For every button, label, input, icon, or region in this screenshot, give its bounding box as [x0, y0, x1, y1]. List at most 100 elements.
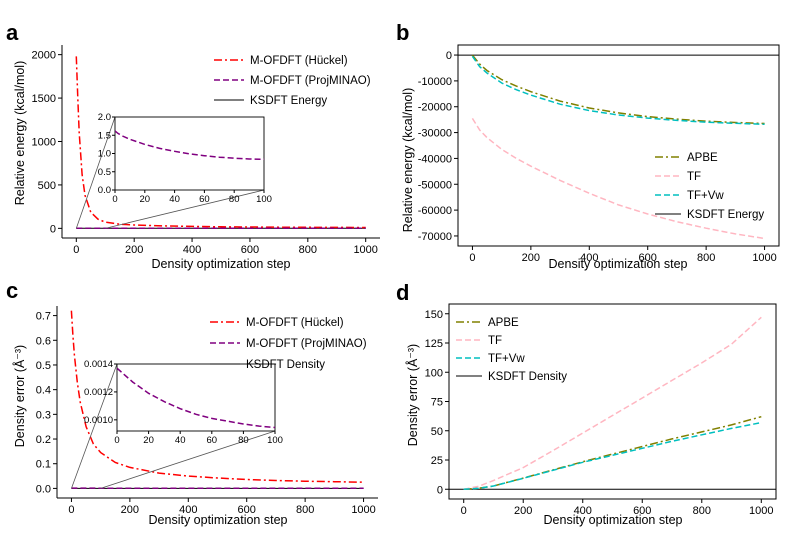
panel-a-inset-xtick-label: 40 [169, 194, 180, 205]
panel-a-xtick-label: 0 [73, 244, 79, 256]
panel-a-legend: M-OFDFT (Hückel) M-OFDFT (ProjMINAO) KSDFT… [214, 55, 371, 107]
panel-c-inset-xtick-label: 20 [143, 435, 154, 446]
panel-c-inset-xtick-label: 100 [267, 435, 283, 446]
panel-a-legend-label: KSDFT Energy [250, 95, 327, 107]
panel-c-inset-ytick-label: 0.0010 [84, 415, 113, 426]
panel-c-zoom-connector [100, 430, 276, 489]
panel-c-inset-series-m-ofdft-projminao- [117, 367, 275, 429]
panel-c-legend-label: M-OFDFT (Hückel) [246, 317, 344, 329]
panel-a-zoom-connector [105, 189, 265, 229]
panel-d-series-tf [463, 316, 762, 491]
panel-b-ytick-label: -20000 [418, 102, 452, 114]
panel-b-series-tf-vw [471, 55, 765, 126]
panel-b-xtick-label: 0 [469, 252, 475, 264]
panel-b-ylabel: Relative energy (kcal/mol) [401, 88, 415, 233]
panel-c-ytick-label: 0.1 [36, 459, 51, 471]
panel-d-xtick-label: 800 [693, 505, 711, 517]
panel-d-ytick-label: 75 [431, 397, 443, 409]
panel-b-legend-label: APBE [687, 152, 718, 164]
panel-a-legend-label: M-OFDFT (Hückel) [250, 55, 348, 67]
panel-b-legend-label: TF [687, 171, 701, 183]
panel-letter-c: c [6, 278, 18, 303]
panel-b-xtick-label: 200 [522, 252, 540, 264]
panel-c-legend-label: M-OFDFT (ProjMINAO) [246, 338, 367, 350]
panel-d-ytick-label: 125 [425, 338, 443, 350]
panel-c-inset-ytick-label: 0.0014 [84, 359, 113, 370]
panel-c-legend: M-OFDFT (Hückel) M-OFDFT (ProjMINAO) KSDFT… [210, 317, 367, 371]
panel-a-inset-ytick-label: 1.0 [98, 149, 111, 160]
panel-b-ytick-label: -10000 [418, 76, 452, 88]
panel-b: 0 200 400 600 800 1000 0 -10000 -20000 -30000 -400… [418, 44, 780, 264]
panel-b-ytick-label: -30000 [418, 128, 452, 140]
panel-a-ytick-label: 2000 [32, 50, 56, 62]
panel-b-legend: APBE TF TF+Vw KSDFT Energy [655, 152, 764, 221]
panel-b-xtick-label: 800 [697, 252, 715, 264]
panel-a-xtick-label: 800 [299, 244, 317, 256]
panel-c-inset-frame [116, 363, 276, 432]
panel-c-xtick-label: 600 [238, 504, 256, 516]
panel-a-inset-ytick-label: 0.0 [98, 185, 111, 196]
panel-a-series-m-ofdft-h-ckel- [75, 56, 366, 229]
panel-a-inset-ytick-label: 0.5 [98, 167, 111, 178]
panel-d-legend-label: TF [488, 335, 502, 347]
panel-d-ytick-label: 25 [431, 455, 443, 467]
panel-a-ytick-label: 0 [50, 223, 56, 235]
panel-d-xtick-label: 1000 [749, 505, 773, 517]
panel-c-legend-label: KSDFT Density [246, 359, 325, 371]
panel-b-ytick-label: 0 [446, 50, 452, 62]
panel-d-ytick-label: 0 [437, 484, 443, 496]
panel-a-ytick-label: 1000 [32, 137, 56, 149]
panel-d-xtick-label: 400 [574, 505, 592, 517]
panel-b-ytick-label: -60000 [418, 205, 452, 217]
panel-b-frame [457, 44, 780, 247]
panel-c-ytick-label: 0.3 [36, 409, 51, 421]
panel-a-xtick-label: 1000 [353, 244, 377, 256]
panel-d-ytick-label: 100 [425, 367, 443, 379]
panel-letter-d: d [396, 280, 409, 305]
panel-c-xtick-label: 0 [68, 504, 74, 516]
panel-a-xtick-label: 400 [183, 244, 201, 256]
panel-a-inset-xtick-label: 60 [199, 194, 210, 205]
panel-c-series-m-ofdft-h-ckel- [70, 310, 364, 483]
panel-a-inset-ytick-label: 1.5 [98, 130, 111, 141]
panel-d-plot-area [449, 316, 776, 491]
panel-letter-b: b [396, 20, 409, 45]
panel-a-inset-xtick-label: 80 [229, 194, 240, 205]
panel-a-ylabel: Relative energy (kcal/mol) [13, 61, 27, 206]
panel-b-xtick-label: 1000 [752, 252, 776, 264]
panel-d-frame [448, 303, 777, 500]
panel-c: 0 200 400 600 800 10000.00.10.20.30.40.50.60.… [36, 306, 378, 516]
panel-c-inset-xtick-label: 40 [175, 435, 186, 446]
panel-d-ytick-label: 50 [431, 426, 443, 438]
panel-c-inset: 0 20 40 60 80 100 0.0010 0.0012 0.0014 [84, 359, 283, 446]
panel-a-inset-frame [114, 116, 265, 191]
panel-a-inset: 0 20 40 60 80 100 0.0 0.5 1.0 1.5 2.0 [98, 112, 272, 205]
panel-d-xlabel: Density optimization step [544, 513, 683, 527]
panel-d-xtick-label: 200 [514, 505, 532, 517]
panel-b-ytick-label: -50000 [418, 179, 452, 191]
panel-a-xtick-label: 200 [125, 244, 143, 256]
panel-b-xtick-label: 400 [580, 252, 598, 264]
panel-d-series-apbe [463, 415, 762, 491]
panel-b-legend-label: TF+Vw [687, 190, 724, 202]
panel-a-inset-xtick-label: 20 [140, 194, 151, 205]
panel-c-ytick-label: 0.0 [36, 483, 51, 495]
panel-c-xtick-label: 200 [121, 504, 139, 516]
panel-d-xtick-label: 0 [461, 505, 467, 517]
panel-a-ytick-label: 500 [38, 180, 56, 192]
panel-b-ytick-label: -70000 [418, 231, 452, 243]
panel-a: 0 200 400 600 800 1000 0 500 1000 1500 2000 0 20 40 60… [32, 45, 380, 256]
panel-d-ytick-label: 150 [425, 309, 443, 321]
panel-b-xlabel: Density optimization step [549, 257, 688, 271]
panel-d-legend-label: KSDFT Density [488, 371, 567, 383]
panel-c-ytick-label: 0.7 [36, 311, 51, 323]
panel-a-ytick-label: 1500 [32, 93, 56, 105]
panel-a-zoom-connector [75, 116, 116, 229]
panel-d-legend: APBE TF TF+Vw KSDFT Density [456, 317, 567, 383]
panel-b-xtick-label: 600 [639, 252, 657, 264]
panel-d-legend-label: TF+Vw [488, 353, 525, 365]
panel-b-plot-area [458, 54, 779, 240]
panel-c-inset-xtick-label: 0 [114, 435, 119, 446]
panel-c-ytick-label: 0.2 [36, 434, 51, 446]
panel-a-xlabel: Density optimization step [152, 257, 291, 271]
